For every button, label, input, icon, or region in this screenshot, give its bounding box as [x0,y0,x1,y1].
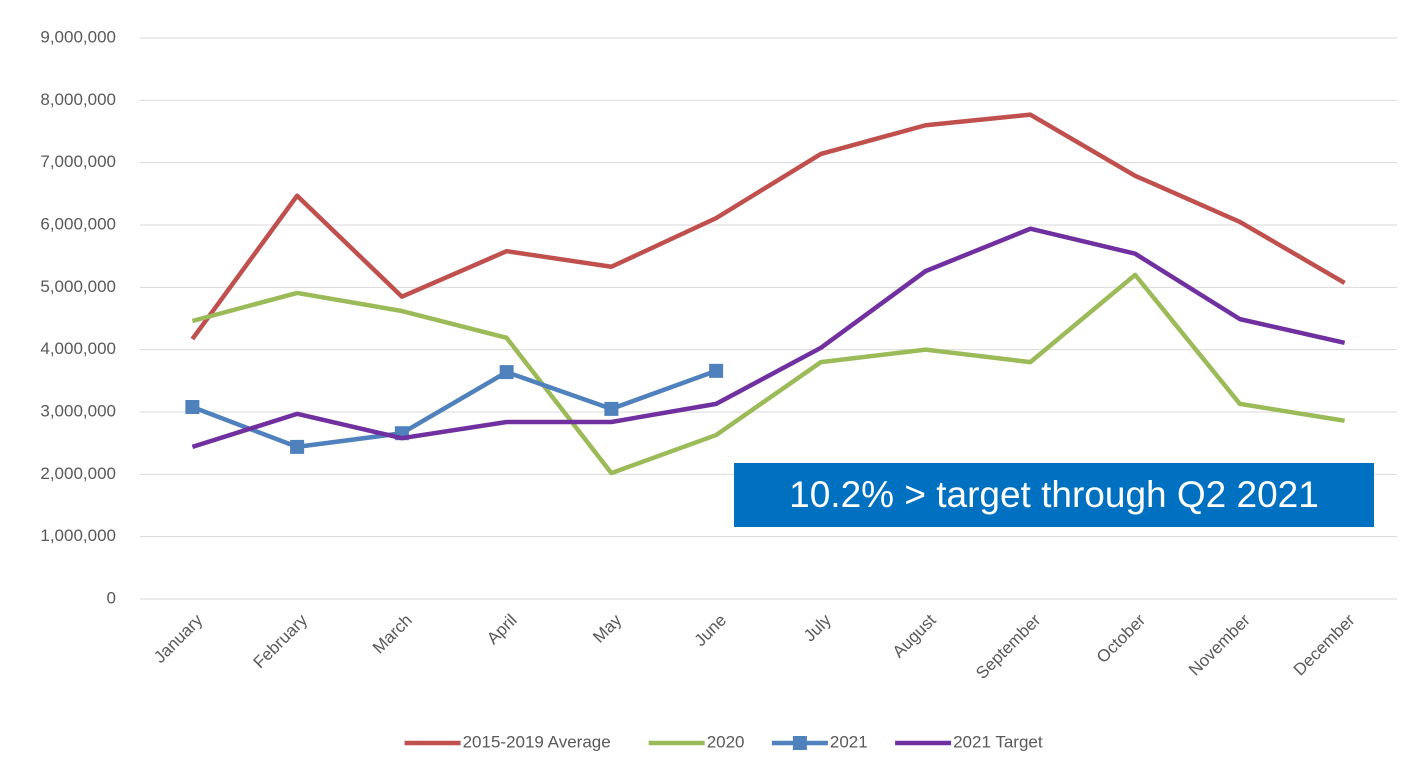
x-tick-label: September [972,610,1044,682]
series-marker [604,401,619,416]
x-tick-label: January [150,610,207,667]
y-tick-label: 9,000,000 [40,27,116,46]
y-tick-label: 0 [107,588,116,607]
series-line [191,226,1346,450]
x-tick-label: November [1185,610,1254,679]
y-tick-label: 4,000,000 [40,339,116,358]
legend-marker [792,736,807,750]
x-tick-label: April [483,611,520,648]
y-tick-label: 7,000,000 [40,152,116,171]
series-marker [290,439,305,454]
x-tick-label: July [800,610,835,645]
x-tick-label: May [589,610,625,646]
x-tick-label: October [1093,610,1149,666]
annotation-box [734,463,1374,527]
series-line [191,368,717,450]
y-tick-label: 2,000,000 [40,464,116,483]
series-marker [185,400,200,415]
series-line [191,272,1345,476]
series-line [190,112,1346,341]
annotation: 10.2% > target through Q2 2021 [789,474,1319,515]
series-marker [499,365,514,380]
y-tick-label: 6,000,000 [40,214,116,233]
y-tick-label: 8,000,000 [40,90,116,109]
y-tick-label: 3,000,000 [40,401,116,420]
legend-label: 2020 [707,732,745,751]
x-tick-label: December [1290,610,1359,679]
x-tick-label: June [691,611,731,651]
y-tick-label: 1,000,000 [40,526,116,545]
legend-label: 2021 [830,732,868,751]
legend-label: 2021 Target [953,732,1043,751]
series-marker [709,363,724,378]
x-tick-label: March [369,611,416,658]
plot-area [140,37,1397,600]
x-tick-label: February [250,610,312,672]
x-tick-label: August [889,610,940,661]
legend-label: 2015-2019 Average [463,732,611,751]
y-tick-label: 5,000,000 [40,277,116,296]
